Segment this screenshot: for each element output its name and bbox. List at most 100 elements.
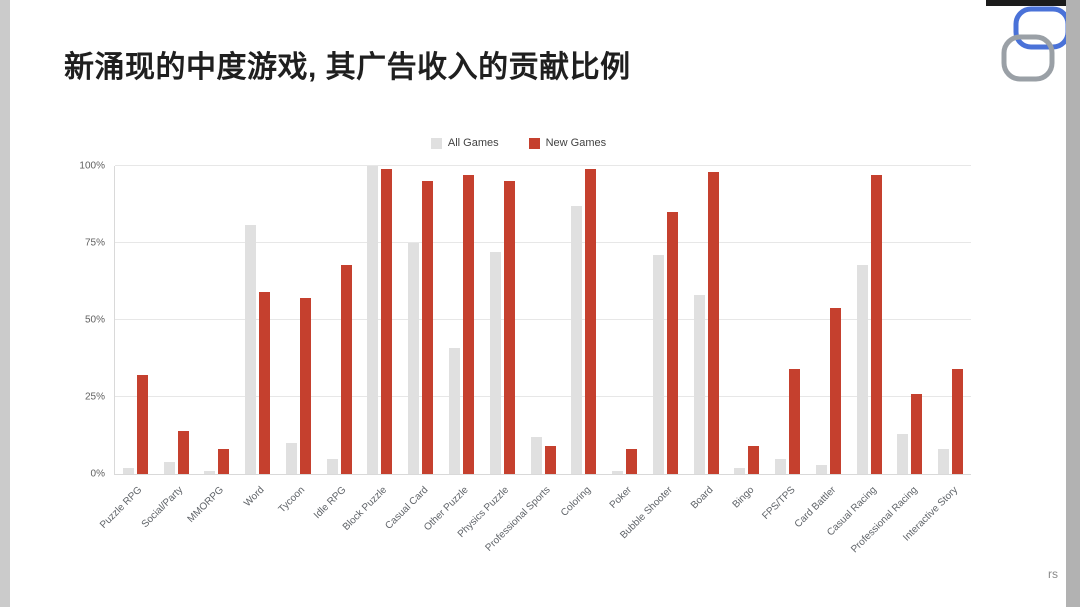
- bar-all-games: [408, 243, 420, 474]
- bar-new-games: [340, 264, 352, 474]
- y-tick-label: 0%: [90, 468, 105, 480]
- y-axis-labels: 0% 25% 50% 75% 100%: [66, 161, 114, 480]
- bar-all-games: [734, 467, 746, 474]
- bar-all-games: [815, 464, 827, 474]
- bar-new-games: [299, 298, 311, 474]
- bar-group: [237, 166, 278, 474]
- x-tick-label: Word: [242, 484, 267, 510]
- bar-chart: All Games New Games 0% 25% 50% 75% 100% Puzzl…: [66, 136, 971, 555]
- right-edge-strip: [1066, 0, 1080, 607]
- bar-new-games: [544, 446, 556, 474]
- gridline: [115, 319, 971, 320]
- bar-all-games: [775, 458, 787, 474]
- bar-new-games: [789, 369, 801, 474]
- bar-new-games: [381, 169, 393, 474]
- bar-group: [156, 166, 197, 474]
- bar-new-games: [136, 375, 148, 474]
- legend-label: New Games: [545, 137, 607, 149]
- bar-group: [849, 166, 890, 474]
- bar-group: [115, 166, 156, 474]
- bar-group: [319, 166, 360, 474]
- slide-title: 新涌现的中度游戏, 其广告收入的贡献比例: [64, 51, 631, 84]
- plot-area: [114, 165, 971, 475]
- bar-all-games: [856, 264, 868, 474]
- bar-group: [930, 166, 971, 474]
- bar-new-games: [911, 393, 923, 474]
- x-tick-label: Tycoon: [276, 484, 308, 516]
- bar-all-games: [571, 206, 583, 474]
- brand-logo: [1000, 4, 1071, 87]
- logo-gray-link-icon: [1001, 34, 1055, 82]
- bar-new-games: [870, 175, 882, 474]
- logo-blue-link-icon: [1013, 6, 1071, 50]
- bar-group: [645, 166, 686, 474]
- top-right-dark-bar: [986, 0, 1066, 6]
- bar-group: [482, 166, 523, 474]
- x-tick: Bubble Shooter: [618, 475, 686, 555]
- bar-group: [360, 166, 401, 474]
- bar-group: [400, 166, 441, 474]
- bar-new-games: [463, 175, 474, 474]
- bar-all-games: [693, 295, 705, 474]
- x-tick-label: Coloring: [559, 484, 594, 519]
- legend-label: All Games: [447, 137, 499, 149]
- bar-new-games: [626, 449, 638, 474]
- bar-new-games: [259, 292, 271, 474]
- bar-all-games: [285, 443, 297, 474]
- bar-group: [890, 166, 931, 474]
- bar-all-games: [367, 166, 379, 474]
- x-tick-label: Bingo: [730, 484, 757, 511]
- bar-group: [767, 166, 808, 474]
- gridline: [115, 165, 971, 166]
- bar-new-games: [707, 172, 719, 474]
- bar-new-games: [748, 446, 760, 474]
- chart-legend: All Games New Games: [66, 136, 971, 150]
- x-tick: Coloring: [559, 475, 604, 555]
- bar-group: [563, 166, 604, 474]
- legend-item: New Games: [528, 136, 607, 150]
- x-tick: Word: [236, 475, 277, 555]
- bar-group: [604, 166, 645, 474]
- legend-swatch: [528, 137, 540, 149]
- bar-group: [197, 166, 238, 474]
- x-tick: Board: [685, 475, 726, 555]
- bar-all-games: [245, 224, 257, 474]
- bar-all-games: [204, 470, 216, 474]
- y-tick-label: 100%: [79, 160, 105, 172]
- legend-swatch: [430, 137, 442, 149]
- bar-group: [441, 166, 482, 474]
- x-tick-label: Board: [689, 484, 716, 512]
- bar-all-games: [163, 461, 175, 474]
- bar-new-games: [503, 181, 515, 474]
- x-axis-labels: Puzzle RPG Social/Party MMORPG Word Tycoon Id…: [98, 475, 971, 556]
- y-tick-label: 50%: [84, 314, 105, 326]
- bar-group: [726, 166, 767, 474]
- bar-all-games: [326, 458, 338, 474]
- bar-new-games: [829, 307, 841, 474]
- y-tick-label: 75%: [84, 237, 105, 249]
- x-tick: Tycoon: [277, 475, 318, 555]
- bar-all-games: [612, 470, 624, 474]
- brand-logo-icon: [1001, 6, 1071, 82]
- bar-all-games: [652, 255, 664, 474]
- bar-all-games: [449, 347, 460, 474]
- bar-all-games: [122, 467, 134, 474]
- bar-all-games: [897, 433, 909, 474]
- gridline: [115, 396, 971, 397]
- gridline: [115, 242, 971, 243]
- bar-new-games: [218, 449, 230, 474]
- bar-group: [808, 166, 849, 474]
- x-tick: MMORPG: [186, 475, 237, 555]
- bar-all-games: [938, 449, 950, 474]
- bar-new-games: [585, 169, 597, 474]
- bar-group: [278, 166, 319, 474]
- bar-all-games: [530, 437, 542, 474]
- bar-group: [523, 166, 564, 474]
- bar-new-games: [952, 369, 964, 474]
- x-tick: Professional Sports: [483, 475, 563, 555]
- bar-all-games: [489, 252, 501, 474]
- left-edge-strip: [0, 0, 10, 607]
- bars-layer: [115, 166, 971, 474]
- y-tick-label: 25%: [84, 391, 105, 403]
